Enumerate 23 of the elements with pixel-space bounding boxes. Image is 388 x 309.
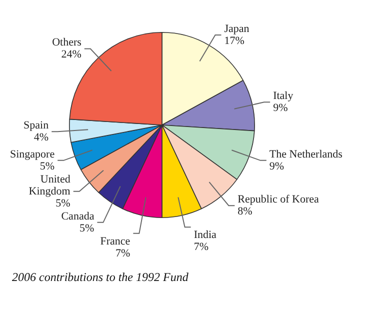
slice-label: Italy	[273, 90, 294, 102]
data-label: 7%	[194, 240, 208, 253]
data-label: 24%	[61, 48, 82, 61]
text: 2006 contributions to the 1992 Fund	[12, 270, 188, 285]
slice-label: Singapore	[10, 148, 55, 160]
slice-label: France	[100, 235, 130, 248]
slice-label: India	[194, 228, 217, 241]
data-label: 5%	[40, 160, 55, 172]
slice-label: Japan	[224, 22, 250, 35]
data-label: 7%	[116, 247, 130, 260]
slice-label: Canada	[61, 210, 94, 222]
data-label: 5%	[56, 197, 70, 210]
slice-label: Spain	[24, 119, 50, 132]
slice-label: United Kingdom	[28, 173, 71, 198]
slice-label: Republic of Korea	[238, 193, 320, 206]
slice-label: The Netherlands	[269, 148, 342, 160]
data-label: 5%	[80, 222, 94, 234]
data-label: 9%	[269, 160, 284, 172]
data-label: 17%	[224, 34, 244, 47]
data-label: 4%	[34, 131, 49, 144]
slice-label: Others	[52, 36, 82, 49]
data-label: 8%	[238, 205, 252, 218]
data-label: 9%	[273, 102, 288, 114]
